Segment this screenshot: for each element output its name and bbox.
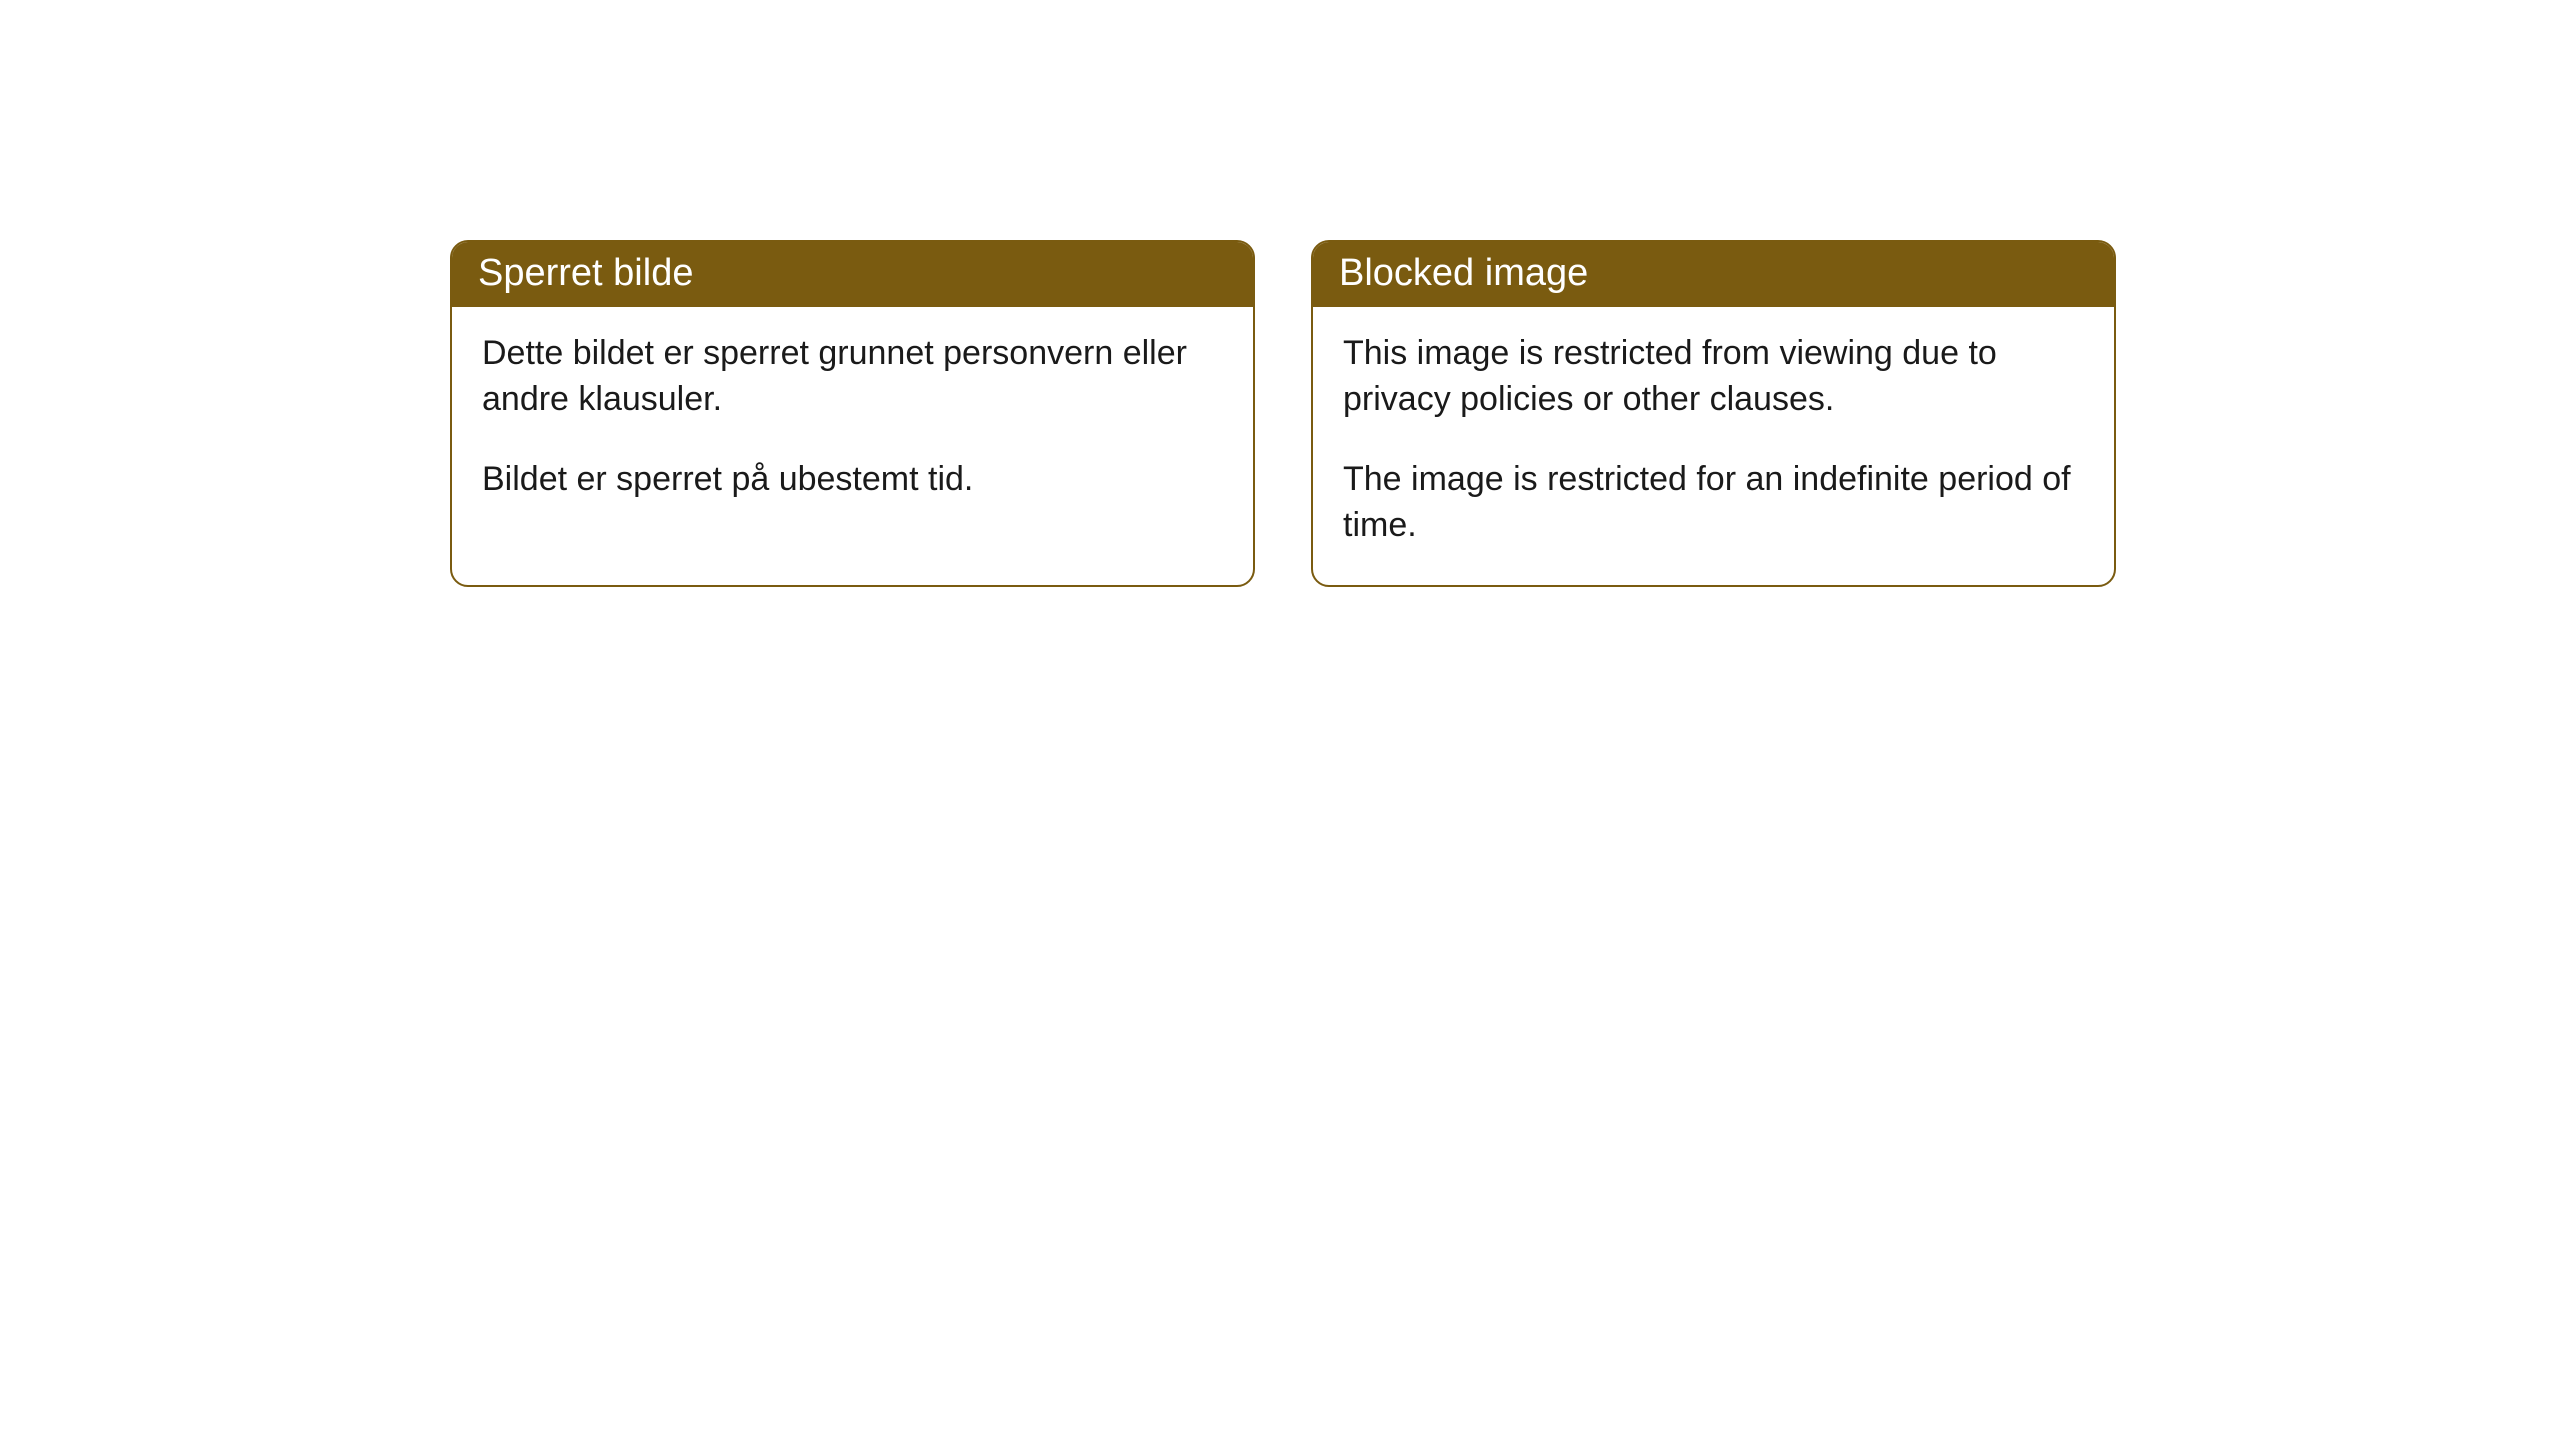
card-header: Sperret bilde: [452, 242, 1253, 307]
notice-paragraph: Dette bildet er sperret grunnet personve…: [482, 331, 1223, 423]
card-header: Blocked image: [1313, 242, 2114, 307]
blocked-image-notice-english: Blocked image This image is restricted f…: [1311, 240, 2116, 587]
card-title: Blocked image: [1339, 252, 1588, 294]
notice-paragraph: Bildet er sperret på ubestemt tid.: [482, 457, 1223, 503]
notice-paragraph: The image is restricted for an indefinit…: [1343, 457, 2084, 549]
notice-cards-container: Sperret bilde Dette bildet er sperret gr…: [450, 240, 2560, 587]
card-title: Sperret bilde: [478, 252, 693, 294]
blocked-image-notice-norwegian: Sperret bilde Dette bildet er sperret gr…: [450, 240, 1255, 587]
notice-paragraph: This image is restricted from viewing du…: [1343, 331, 2084, 423]
card-body: This image is restricted from viewing du…: [1313, 307, 2114, 585]
card-body: Dette bildet er sperret grunnet personve…: [452, 307, 1253, 539]
